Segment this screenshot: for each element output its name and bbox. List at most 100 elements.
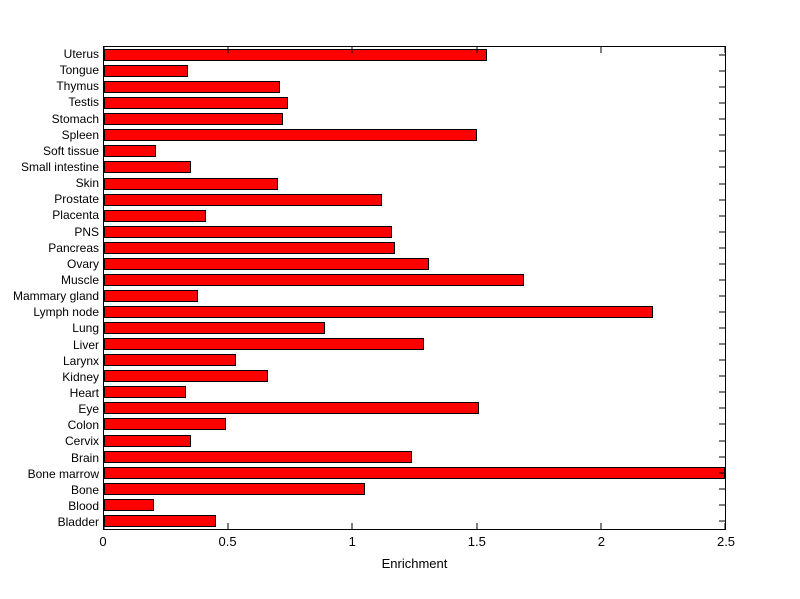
y-tick-mark-right [719,118,725,120]
bar-thymus [104,81,281,94]
bar-row [104,288,725,304]
bar-row [104,208,725,224]
y-tick-mark-right [719,54,725,56]
y-tick-label-tongue: Tongue [59,63,99,78]
bar-row [104,416,725,432]
x-tick-mark-top [103,47,105,53]
x-tick-label-2-5: 2.5 [716,534,736,549]
y-tick-mark-right [719,311,725,313]
y-tick-mark-right [719,231,725,233]
bar-lymph-node [104,306,653,319]
y-tick-label-skin: Skin [75,176,99,191]
x-tick-mark-bottom [600,523,602,529]
bar-kidney [104,370,268,383]
bar-blood [104,498,154,511]
bar-row [104,481,725,497]
bar-row [104,127,725,143]
y-tick-label-heart: Heart [69,386,99,401]
x-axis-label: Enrichment [381,556,448,571]
bar-row [104,400,725,416]
bar-row [104,433,725,449]
bar-cervix [104,434,191,447]
bar-tongue [104,65,189,78]
bar-bone-marrow [104,466,725,479]
bar-stomach [104,113,283,126]
y-tick-mark-right [719,504,725,506]
bar-row [104,47,725,63]
bar-row [104,304,725,320]
y-tick-mark-right [719,327,725,329]
y-tick-mark-right [719,456,725,458]
y-tick-mark-right [719,472,725,474]
y-tick-mark-right [719,215,725,217]
y-tick-label-cervix: Cervix [64,434,99,449]
y-tick-mark-right [719,520,725,522]
y-tick-label-brain: Brain [70,450,99,465]
y-tick-mark-right [719,279,725,281]
bar-placenta [104,209,206,222]
x-tick-mark-top [724,47,726,53]
y-tick-label-muscle: Muscle [60,273,99,288]
bar-bone [104,482,365,495]
y-tick-mark-right [719,263,725,265]
y-tick-label-bladder: Bladder [57,515,99,530]
y-tick-label-small-intestine: Small intestine [20,160,99,175]
bar-row [104,352,725,368]
bar-bladder [104,514,216,527]
bar-prostate [104,193,383,206]
y-tick-mark-right [719,375,725,377]
y-tick-label-placenta: Placenta [52,208,99,223]
bar-row [104,159,725,175]
bar-row [104,111,725,127]
bar-row [104,320,725,336]
bar-row [104,176,725,192]
bar-liver [104,338,425,351]
bar-heart [104,386,186,399]
bar-row [104,497,725,513]
bar-row [104,449,725,465]
x-tick-mark-top [351,47,353,53]
y-tick-label-uterus: Uterus [63,47,99,62]
y-tick-mark-right [719,166,725,168]
bar-larynx [104,354,236,367]
y-tick-mark-right [719,86,725,88]
bar-colon [104,418,226,431]
bar-row [104,256,725,272]
bar-lung [104,322,326,335]
bar-row [104,384,725,400]
x-tick-mark-bottom [476,523,478,529]
bar-row [104,465,725,481]
y-tick-mark-right [719,247,725,249]
bar-uterus [104,49,487,62]
y-tick-mark-right [719,423,725,425]
bar-row [104,143,725,159]
y-tick-label-prostate: Prostate [54,192,99,207]
y-tick-label-spleen: Spleen [61,127,99,142]
x-tick-mark-top [476,47,478,53]
x-tick-label-2: 2 [597,534,606,549]
y-tick-mark-right [719,407,725,409]
bar-ovary [104,257,430,270]
y-tick-mark-right [719,199,725,201]
bar-pancreas [104,241,395,254]
y-tick-label-liver: Liver [72,337,99,352]
y-tick-mark-right [719,134,725,136]
bar-row [104,336,725,352]
y-tick-label-ovary: Ovary [66,256,99,271]
y-axis-labels: Uterus Tongue Thymus Testis Stomach Spleen Sof… [0,46,99,530]
bar-muscle [104,273,524,286]
y-tick-label-kidney: Kidney [62,369,99,384]
bar-row [104,240,725,256]
x-tick-mark-top [600,47,602,53]
y-tick-mark-right [719,440,725,442]
y-tick-label-larynx: Larynx [62,353,99,368]
bar-spleen [104,129,477,142]
y-tick-mark-right [719,295,725,297]
bar-testis [104,97,288,110]
y-tick-label-lymph-node: Lymph node [33,305,99,320]
y-tick-mark-right [719,391,725,393]
x-tick-labels: 0 0.5 1 1.5 2 2.5 [99,534,735,549]
x-tick-mark-top [227,47,229,53]
x-tick-label-1-5: 1.5 [467,534,486,549]
